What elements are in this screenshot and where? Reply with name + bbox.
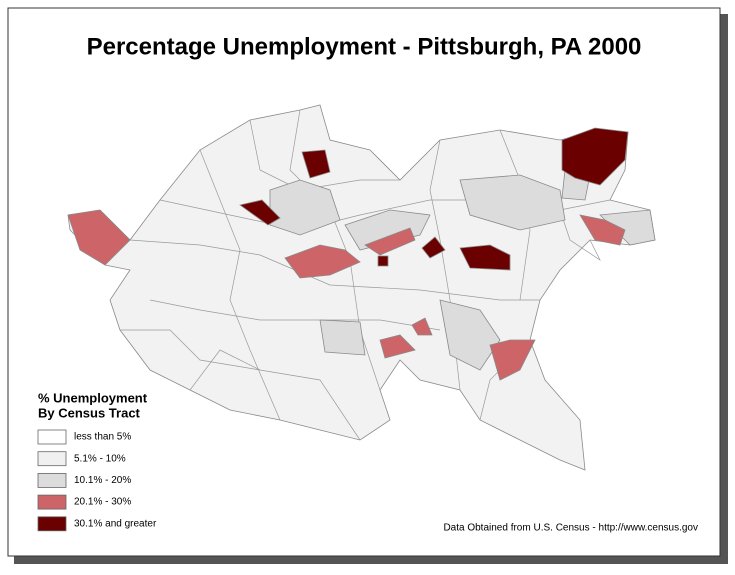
tract	[239, 199, 281, 226]
legend-swatch	[37, 429, 67, 445]
legend-label: 5.1% - 10%	[74, 453, 126, 464]
tract	[579, 214, 626, 246]
tract	[459, 174, 566, 231]
tracts	[67, 127, 656, 381]
legend-subtitle: By Census Tract	[38, 405, 141, 420]
legend-label: 30.1% and greater	[74, 518, 157, 529]
legend: % Unemployment By Census Tract less than…	[37, 390, 157, 532]
legend-title: % Unemployment	[38, 390, 148, 405]
tract	[364, 227, 416, 256]
tract	[561, 127, 629, 186]
tract	[439, 299, 501, 371]
legend-label: less than 5%	[74, 432, 131, 443]
legend-swatch	[37, 472, 67, 488]
tract	[301, 149, 331, 179]
source-note: Data Obtained from U.S. Census - http://…	[443, 523, 698, 534]
tract	[319, 319, 366, 356]
tract	[489, 339, 536, 381]
tract	[459, 244, 511, 271]
legend-swatch	[37, 494, 67, 510]
tract	[284, 244, 361, 279]
legend-label: 10.1% - 20%	[74, 475, 131, 486]
legend-swatch	[37, 516, 67, 532]
tract	[269, 179, 341, 236]
map-title: Percentage Unemployment - Pittsburgh, PA…	[87, 33, 642, 60]
tract	[67, 209, 131, 266]
tract	[379, 334, 416, 359]
legend-swatch	[37, 451, 67, 467]
tract	[421, 236, 446, 259]
legend-label: 20.1% - 30%	[74, 497, 131, 508]
tract	[377, 255, 389, 267]
tract-lines	[120, 109, 611, 441]
tract	[411, 317, 433, 336]
tract	[344, 209, 431, 251]
city-map	[67, 104, 656, 471]
